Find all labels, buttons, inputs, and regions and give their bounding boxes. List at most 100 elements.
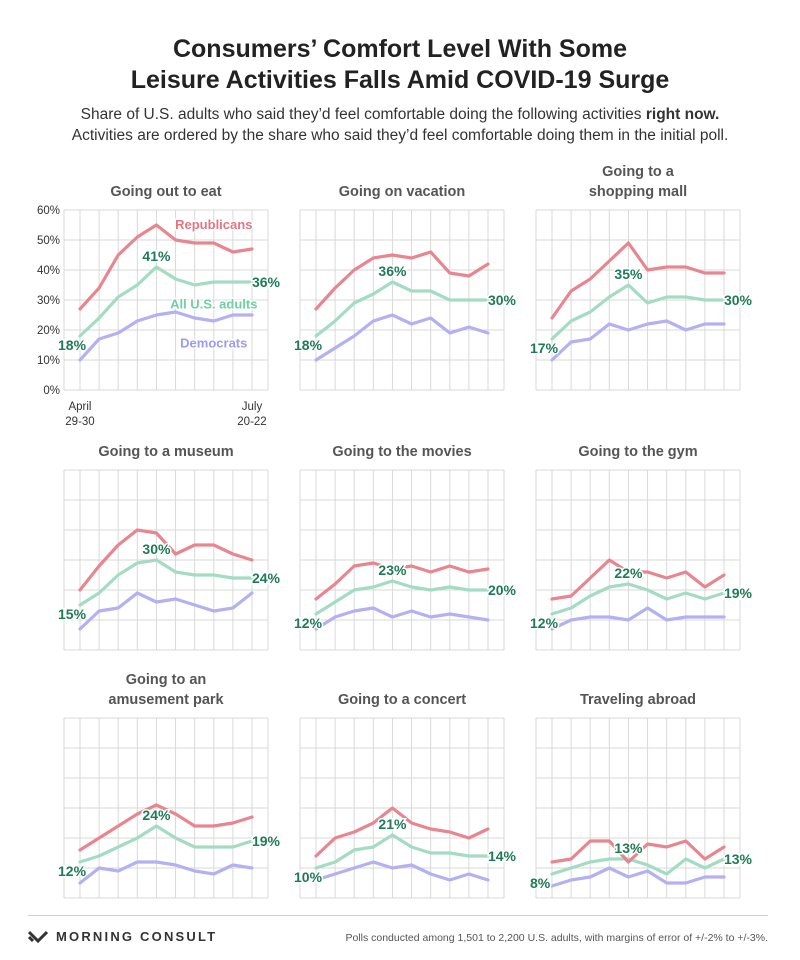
- y-tick-label: 10%: [37, 355, 60, 367]
- chart-panel-4: Going to a museum 15% 30% 24%: [57, 444, 282, 651]
- subtitle-line-1: Share of U.S. adults who said they’d fee…: [0, 104, 800, 125]
- data-label: 36%: [252, 274, 281, 290]
- series-line-democrats: [78, 591, 254, 631]
- y-tick-label: 20%: [37, 325, 60, 337]
- data-label: 22%: [614, 565, 643, 581]
- chart-panel-2: Going on vacation 18% 36% 30%: [293, 184, 518, 391]
- chart-title-line: amusement park: [108, 692, 224, 708]
- data-label: 20%: [488, 582, 517, 598]
- data-label: 30%: [724, 292, 753, 308]
- series-line-all_adults: [550, 582, 726, 616]
- chart-panel-3: Going to a shopping mall 17% 35% 30%: [529, 164, 754, 391]
- chart-title-line: Going to the movies: [332, 444, 471, 460]
- data-label: 13%: [724, 851, 753, 867]
- data-label: 13%: [614, 840, 643, 856]
- data-label: 10%: [294, 869, 323, 885]
- data-label: 18%: [294, 337, 323, 353]
- series-line-all_adults: [78, 265, 254, 338]
- chart-title-line: Going to a museum: [98, 444, 233, 460]
- series-line-democrats: [550, 319, 726, 362]
- subtitle-line-2: Activities are ordered by the share who …: [71, 127, 729, 144]
- series-line-democrats: [78, 310, 254, 362]
- data-label: 24%: [142, 807, 171, 823]
- chart-title-line: Going on vacation: [339, 184, 465, 200]
- data-label: 30%: [142, 541, 171, 557]
- data-label: 41%: [142, 248, 171, 264]
- chart-panel-6: Going to the gym 12% 22% 19%: [529, 444, 754, 651]
- x-end-label: July: [242, 401, 263, 413]
- data-label: 21%: [378, 816, 407, 832]
- data-label: 35%: [614, 266, 643, 282]
- series-line-all_adults: [550, 857, 726, 876]
- series-line-all_adults: [78, 824, 254, 864]
- y-tick-label: 40%: [37, 265, 60, 277]
- title-line-2: Leisure Activities Falls Amid COVID-19 S…: [130, 66, 670, 94]
- chart-panel-5: Going to the movies 12% 23% 20%: [293, 444, 518, 651]
- data-label: 12%: [530, 615, 559, 631]
- data-label: 17%: [530, 340, 559, 356]
- chart-title-line: shopping mall: [589, 184, 687, 200]
- series-line-republicans: [314, 561, 490, 601]
- legend-label-republicans: Republicans: [175, 217, 252, 232]
- series-line-democrats: [78, 860, 254, 885]
- y-tick-label: 60%: [37, 205, 60, 217]
- subtitle-emphasis: right now.: [645, 106, 720, 123]
- chart-title-line: Going to a concert: [338, 692, 466, 708]
- series-line-republicans: [78, 803, 254, 852]
- series-line-democrats: [550, 866, 726, 888]
- chart-title-line: Going to the gym: [578, 444, 697, 460]
- brand-logo: MORNING CONSULT: [28, 929, 217, 944]
- series-line-republicans: [550, 558, 726, 601]
- chart-panel-9: Traveling abroad 8% 13% 13%: [529, 692, 754, 899]
- series-line-all_adults: [314, 579, 490, 616]
- morning-consult-logo-icon: [28, 930, 48, 943]
- series-line-republicans: [78, 223, 254, 311]
- data-label: 12%: [58, 863, 87, 879]
- title-line-1: Consumers’ Comfort Level With Some: [172, 35, 628, 63]
- chart-title-line: Going out to eat: [110, 184, 221, 200]
- data-label: 18%: [58, 337, 87, 353]
- subtitle-text: Share of U.S. adults who said they’d fee…: [80, 106, 646, 123]
- chart-title: Consumers’ Comfort Level With Some Leisu…: [0, 34, 800, 96]
- series-line-republicans: [78, 528, 254, 592]
- series-line-democrats: [314, 313, 490, 362]
- data-label: 14%: [488, 848, 517, 864]
- footnote: Polls conducted among 1,501 to 2,200 U.S…: [345, 932, 768, 944]
- series-line-democrats: [314, 860, 490, 882]
- chart-subtitle: Share of U.S. adults who said they’d fee…: [0, 104, 800, 146]
- series-line-republicans: [550, 839, 726, 864]
- y-tick-label: 0%: [43, 385, 60, 397]
- data-label: 12%: [294, 615, 323, 631]
- series-line-all_adults: [550, 283, 726, 341]
- chart-panel-7: Going to an amusement park 12% 24% 19%: [57, 672, 282, 899]
- logo-text: MORNING CONSULT: [56, 929, 218, 944]
- x-start-label: 29-30: [65, 416, 94, 428]
- data-label: 15%: [58, 606, 87, 622]
- series-line-all_adults: [314, 833, 490, 870]
- y-tick-label: 30%: [37, 295, 60, 307]
- chart-title-line: Going to an: [126, 672, 207, 688]
- data-label: 36%: [378, 263, 407, 279]
- series-line-democrats: [550, 606, 726, 631]
- x-start-label: April: [68, 401, 91, 413]
- y-tick-label: 50%: [37, 235, 60, 247]
- chart-title-line: Traveling abroad: [580, 692, 696, 708]
- series-line-republicans: [314, 250, 490, 311]
- data-label: 30%: [488, 292, 517, 308]
- data-label: 19%: [252, 833, 281, 849]
- footer-divider: [28, 915, 768, 916]
- chart-title-line: Going to a: [602, 164, 675, 180]
- legend-label-democrats: Democrats: [180, 336, 247, 351]
- data-label: 19%: [724, 585, 753, 601]
- chart-panel-1: Going out to eat 0% 10% 20% 30% 40% 50% 60% Apri…: [37, 184, 282, 428]
- legend-label-all_adults: All U.S. adults: [170, 297, 257, 312]
- series-line-all_adults: [314, 280, 490, 338]
- series-line-democrats: [314, 606, 490, 631]
- series-line-republicans: [550, 241, 726, 320]
- x-end-label: 20-22: [237, 416, 266, 428]
- data-label: 8%: [530, 875, 551, 891]
- chart-panel-8: Going to a concert 10% 21% 14%: [293, 692, 518, 899]
- series-line-republicans: [314, 806, 490, 858]
- data-label: 24%: [252, 570, 281, 586]
